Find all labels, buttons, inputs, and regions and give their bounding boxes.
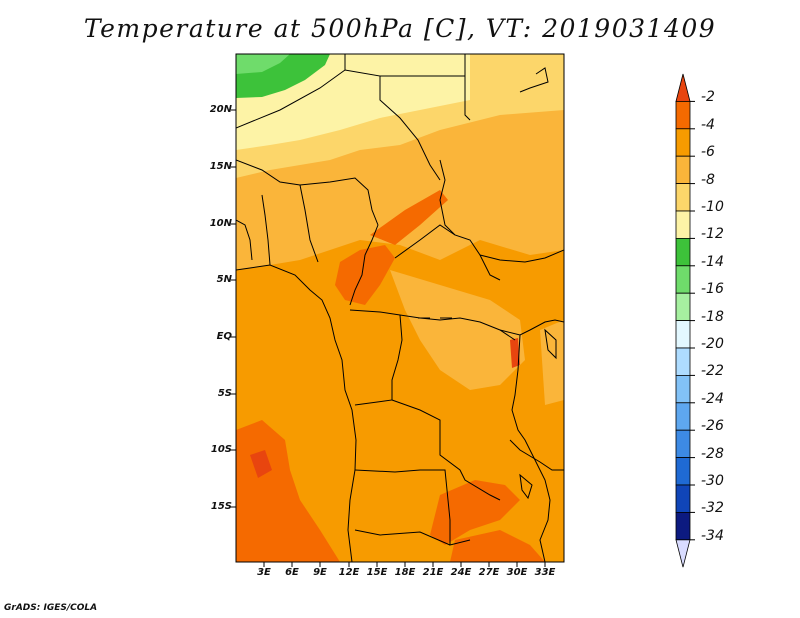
colorbar-label: -10 xyxy=(701,199,724,215)
colorbar-swatch xyxy=(675,429,691,459)
colorbar-swatch xyxy=(675,155,691,184)
field-warmest-patch xyxy=(250,450,272,478)
field-warm-car-streak xyxy=(370,190,448,245)
field-warmest-lake xyxy=(510,338,520,368)
colorbar-label: -12 xyxy=(701,226,724,243)
lon-label-6e: 6E xyxy=(285,567,299,578)
lat-label-15s: 15S xyxy=(210,501,232,512)
lat-label-10n: 10N xyxy=(209,218,232,229)
colorbar-swatch xyxy=(675,347,691,376)
colorbar-label: -22 xyxy=(701,363,724,380)
lon-label-18e: 18E xyxy=(394,567,416,578)
lon-label-9e: 9E xyxy=(313,567,327,578)
colorbar-label: -14 xyxy=(701,253,724,270)
colorbar-swatch xyxy=(675,128,691,157)
colorbar-label: -16 xyxy=(701,281,724,298)
lat-label-eq: EQ xyxy=(216,331,232,342)
lon-label-3e: 3E xyxy=(257,567,271,578)
colorbar-swatch xyxy=(675,210,691,239)
colorbar-swatch xyxy=(675,183,691,212)
colorbar-swatch xyxy=(675,512,691,541)
field-warm-southeast xyxy=(430,480,520,545)
lon-label-30e: 30E xyxy=(506,567,528,578)
field-warm-cameroon xyxy=(335,245,395,305)
lat-label-20n: 20N xyxy=(209,104,232,115)
grads-credit: GrADS: IGES/COLA xyxy=(4,603,98,613)
field-warm-south-edge xyxy=(450,530,545,562)
colorbar-label: -18 xyxy=(701,308,724,325)
field-band-lake-region xyxy=(540,320,564,405)
colorbar-label: -30 xyxy=(701,473,724,489)
colorbar-swatch xyxy=(675,484,691,513)
colorbar-swatch xyxy=(675,237,691,267)
colorbar-label: -24 xyxy=(701,390,724,407)
field-band-minus6-to-minus8 xyxy=(236,85,564,270)
lon-label-12e: 12E xyxy=(338,567,360,578)
axis-ticks xyxy=(231,109,546,567)
colorbar-label: -4 xyxy=(701,116,715,133)
colorbar-swatch xyxy=(675,320,691,349)
colorbar-label: -34 xyxy=(701,527,724,544)
colorbar-label: -26 xyxy=(701,418,724,435)
colorbar-swatch xyxy=(675,539,691,568)
colorbar-swatch xyxy=(675,73,691,102)
colorbar-swatch xyxy=(675,101,691,130)
colorbar-label: -2 xyxy=(701,89,715,106)
lon-label-15e: 15E xyxy=(366,567,388,578)
lat-label-5s: 5S xyxy=(217,388,232,399)
field-band-east-congo xyxy=(390,270,525,390)
lon-label-33e: 33E xyxy=(534,567,556,578)
colorbar-swatch xyxy=(675,292,691,322)
colorbar-label: -6 xyxy=(701,144,715,161)
colorbar-swatch xyxy=(675,265,691,294)
colorbar-label: -20 xyxy=(701,336,724,352)
colorbar-label: -28 xyxy=(701,445,724,462)
lon-label-21e: 21E xyxy=(422,567,444,578)
lat-label-5n: 5N xyxy=(216,274,232,285)
colorbar-label: -8 xyxy=(701,171,715,188)
colorbar-swatch xyxy=(675,374,691,404)
map-frame xyxy=(235,53,565,563)
map-title: Temperature at 500hPa [C], VT: 201903140… xyxy=(83,14,717,43)
lat-label-10s: 10S xyxy=(210,444,232,455)
lat-label-15n: 15N xyxy=(209,161,232,172)
colorbar-swatch xyxy=(675,402,691,431)
country-borders xyxy=(236,54,564,562)
lon-label-27e: 27E xyxy=(478,567,500,578)
field-band-minus14-to-minus16 xyxy=(236,54,290,74)
colorbar-label: -32 xyxy=(701,500,724,517)
colorbar-swatch xyxy=(675,457,691,486)
lon-label-24e: 24E xyxy=(450,567,472,578)
